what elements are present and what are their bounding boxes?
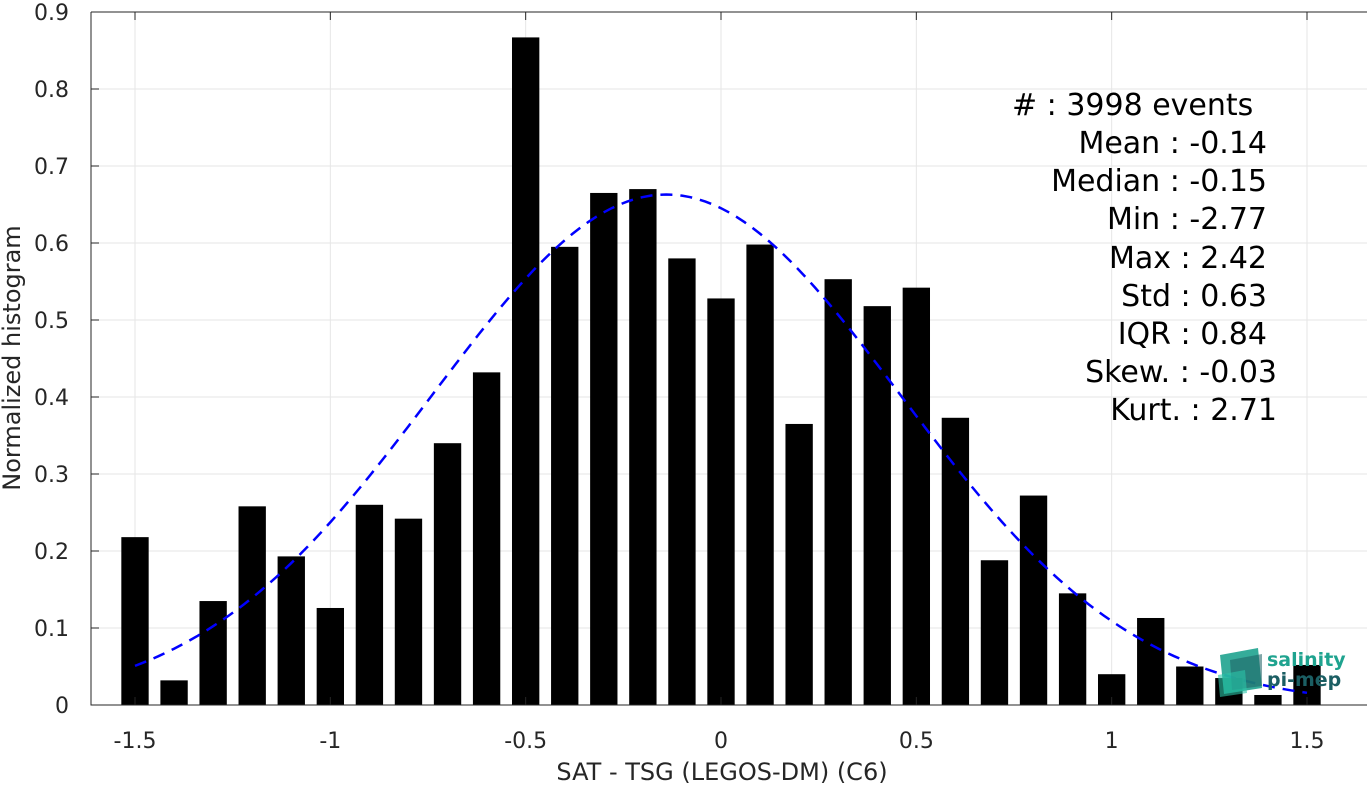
histogram-bar (394, 518, 423, 705)
y-tick-label: 0.4 (34, 386, 69, 411)
histogram-bar (824, 279, 852, 705)
x-tick-label: 0.5 (899, 729, 934, 754)
y-axis-label: Normalized histogram (0, 225, 26, 490)
histogram-bar (316, 607, 345, 705)
normal-fit-curve (134, 193, 1308, 695)
y-tick-label: 0.5 (34, 309, 69, 334)
histogram-bar (902, 287, 931, 705)
y-tick-label: 0.8 (34, 78, 69, 103)
y-tick-label: 0.1 (34, 617, 69, 642)
stats-line: Max : 2.42 (1109, 241, 1267, 276)
x-tick-label: -1.5 (114, 729, 157, 754)
histogram-bar (160, 680, 188, 705)
histogram-bar (433, 443, 462, 705)
stats-line: Std : 0.63 (1121, 279, 1267, 314)
salinity-pimep-logo: salinity pi-mep (1218, 648, 1346, 697)
histogram-bar (1137, 617, 1165, 705)
y-tick-label: 0.6 (34, 232, 69, 257)
stats-line: Median : -0.15 (1051, 164, 1267, 199)
x-tick-label: 1.5 (1290, 729, 1325, 754)
histogram-bar (980, 560, 1009, 705)
histogram-bar (472, 372, 501, 705)
x-axis-label: SAT - TSG (LEGOS-DM) (C6) (556, 758, 887, 785)
stats-line: # : 3998 events (1012, 88, 1253, 123)
x-tick-label: 0 (714, 729, 728, 754)
histogram-bar (785, 423, 813, 705)
histogram-bar (121, 537, 149, 705)
histogram-bar (941, 417, 970, 705)
histogram-bar (511, 37, 540, 706)
x-ticks: -1.5 -1 -0.5 0 0.5 1 1.5 (114, 12, 1325, 754)
logo-line1: salinity (1267, 649, 1346, 671)
histogram-bar (746, 244, 774, 706)
y-tick-label: 0.7 (34, 155, 69, 180)
histogram-bar (199, 601, 227, 705)
histogram-bar (629, 189, 657, 706)
histogram-bar (1176, 666, 1204, 705)
histogram-bar (1254, 694, 1282, 705)
y-ticks: 0 0.1 0.2 0.3 0.4 0.5 0.6 0.7 0.8 0.9 (34, 1, 99, 719)
y-tick-label: 0.9 (34, 1, 69, 26)
histogram-bar (277, 556, 305, 705)
histogram-bar (707, 298, 735, 705)
y-tick-label: 0.2 (34, 540, 69, 565)
logo-mark-icon (1218, 648, 1262, 697)
x-tick-label: -1 (319, 729, 341, 754)
stats-line: Mean : -0.14 (1078, 126, 1267, 161)
y-tick-label: 0 (55, 694, 69, 719)
bars (121, 37, 1321, 706)
histogram-bar (668, 258, 696, 705)
x-tick-label: -0.5 (504, 729, 547, 754)
stats-line: Skew. : -0.03 (1085, 355, 1277, 390)
histogram-bar (551, 246, 579, 705)
histogram-bar (1019, 495, 1048, 705)
stats-line: Kurt. : 2.71 (1110, 393, 1277, 428)
stats-line: IQR : 0.84 (1118, 317, 1267, 352)
histogram-bar (590, 192, 618, 705)
histogram-bar (355, 504, 384, 705)
y-tick-label: 0.3 (34, 463, 69, 488)
histogram-bar (863, 306, 891, 705)
logo-line2: pi-mep (1267, 669, 1341, 691)
stats-line: Min : -2.77 (1107, 202, 1267, 237)
histogram-bar (1058, 593, 1087, 705)
x-tick-label: 1 (1105, 729, 1119, 754)
